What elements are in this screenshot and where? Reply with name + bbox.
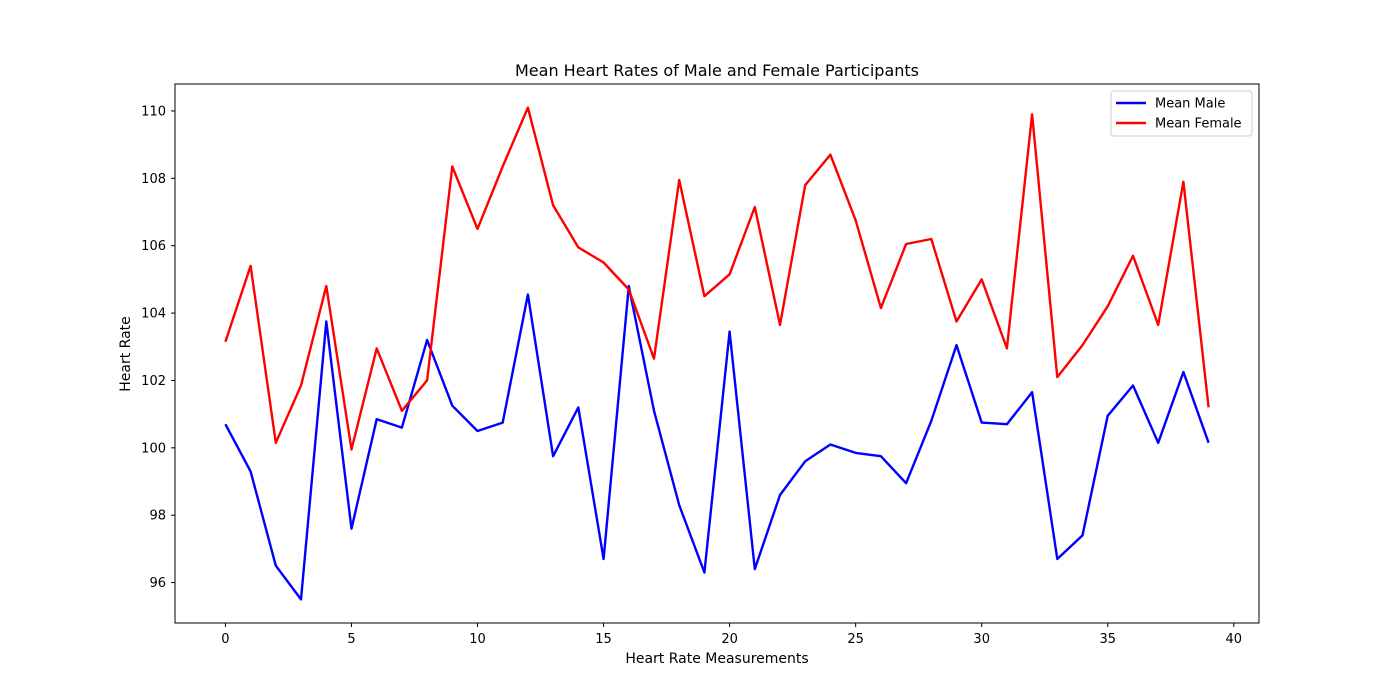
y-axis-label: Heart Rate: [118, 316, 134, 392]
y-tick-label: 108: [141, 172, 166, 187]
series-line-mean-female: [224, 106, 1210, 451]
chart-title: Mean Heart Rates of Male and Female Part…: [515, 61, 919, 80]
series-line-mean-male: [224, 284, 1210, 601]
y-axis-ticks: 96 98 100 102 104 106 108 110: [141, 104, 175, 591]
x-axis-label: Heart Rate Measurements: [625, 651, 808, 667]
y-tick-label: 110: [141, 104, 166, 119]
y-tick-label: 104: [141, 307, 166, 322]
x-tick-label: 35: [1099, 632, 1116, 647]
y-tick-label: 106: [141, 239, 166, 254]
y-tick-label: 100: [141, 441, 166, 456]
x-tick-label: 20: [721, 632, 738, 647]
legend-box: [1110, 90, 1253, 137]
y-tick-label: 96: [149, 576, 166, 591]
y-tick-label: 102: [141, 374, 166, 389]
x-tick-label: 0: [221, 632, 229, 647]
x-tick-label: 15: [595, 632, 612, 647]
plot-frame: [174, 83, 1260, 624]
x-tick-label: 5: [347, 632, 355, 647]
legend: Mean Male Mean Female: [1110, 90, 1253, 137]
x-tick-label: 30: [973, 632, 990, 647]
x-axis-ticks: 0 5 10 15 20 25 30 35 40: [221, 623, 1242, 647]
legend-label-mean-male: Mean Male: [1155, 97, 1225, 112]
x-tick-label: 25: [847, 632, 864, 647]
plot-area: [174, 83, 1260, 624]
legend-label-mean-female: Mean Female: [1155, 117, 1242, 132]
x-tick-label: 40: [1226, 632, 1243, 647]
series-lines: [224, 106, 1210, 601]
x-tick-label: 10: [469, 632, 486, 647]
y-tick-label: 98: [149, 509, 166, 524]
